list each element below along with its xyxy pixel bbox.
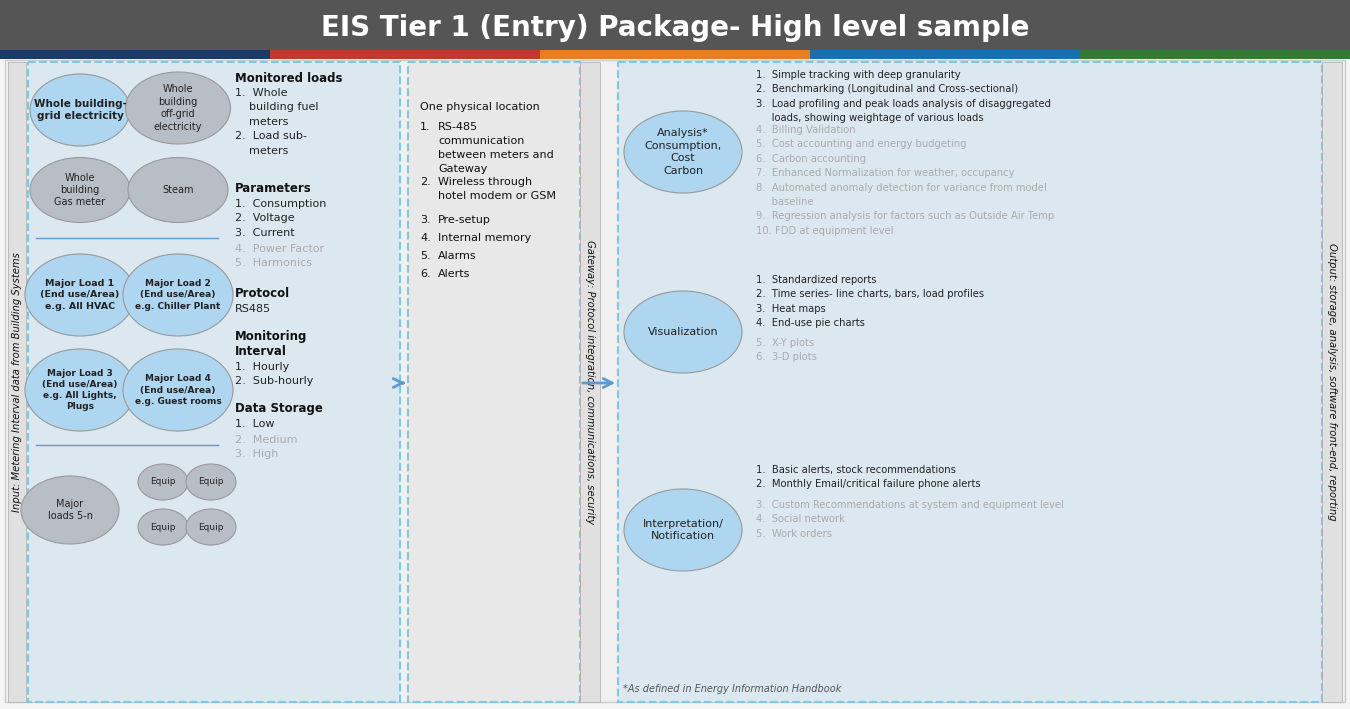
- Text: 1.  Hourly
2.  Sub-hourly: 1. Hourly 2. Sub-hourly: [235, 362, 313, 386]
- Text: 6.: 6.: [420, 269, 431, 279]
- Text: Equip: Equip: [150, 477, 176, 486]
- Text: Monitoring
Interval: Monitoring Interval: [235, 330, 308, 358]
- Ellipse shape: [624, 291, 743, 373]
- FancyBboxPatch shape: [618, 62, 1322, 702]
- Text: 2.  Medium
3.  High: 2. Medium 3. High: [235, 435, 297, 459]
- Ellipse shape: [26, 254, 135, 336]
- Text: 1.  Low: 1. Low: [235, 419, 274, 429]
- Bar: [1322, 62, 1342, 702]
- Text: Equip: Equip: [198, 477, 224, 486]
- Text: Internal memory: Internal memory: [437, 233, 532, 243]
- Ellipse shape: [26, 349, 135, 431]
- Text: 1.: 1.: [420, 122, 431, 132]
- Text: 1.  Simple tracking with deep granularity
2.  Benchmarking (Longitudinal and Cro: 1. Simple tracking with deep granularity…: [756, 70, 1052, 123]
- Text: EIS Tier 1 (Entry) Package- High level sample: EIS Tier 1 (Entry) Package- High level s…: [321, 14, 1029, 42]
- Text: RS485: RS485: [235, 304, 271, 314]
- Text: 4.  Billing Validation
5.  Cost accounting and energy budgeting
6.  Carbon accou: 4. Billing Validation 5. Cost accounting…: [756, 125, 1054, 236]
- Text: 5.: 5.: [420, 251, 431, 261]
- Ellipse shape: [30, 74, 130, 146]
- Text: Major Load 4
(End use/Area)
e.g. Guest rooms: Major Load 4 (End use/Area) e.g. Guest r…: [135, 374, 221, 406]
- Text: 1.  Whole
    building fuel
    meters
2.  Load sub-
    meters: 1. Whole building fuel meters 2. Load su…: [235, 88, 319, 155]
- Text: Pre-setup: Pre-setup: [437, 215, 491, 225]
- Text: Major Load 2
(End use/Area)
e.g. Chiller Plant: Major Load 2 (End use/Area) e.g. Chiller…: [135, 279, 220, 311]
- Text: 3.: 3.: [420, 215, 431, 225]
- Bar: [8, 62, 26, 702]
- Ellipse shape: [138, 464, 188, 500]
- Ellipse shape: [624, 111, 743, 193]
- Text: Equip: Equip: [150, 523, 176, 532]
- FancyBboxPatch shape: [28, 62, 400, 702]
- Ellipse shape: [128, 157, 228, 223]
- Text: Data Storage: Data Storage: [235, 402, 323, 415]
- Text: *As defined in Energy Information Handbook: *As defined in Energy Information Handbo…: [622, 684, 841, 694]
- Ellipse shape: [22, 476, 119, 544]
- Bar: [580, 62, 599, 702]
- Text: Input: Metering Interval data from Building Systems: Input: Metering Interval data from Build…: [12, 252, 22, 512]
- Text: Alarms: Alarms: [437, 251, 477, 261]
- Text: 1.  Basic alerts, stock recommendations
2.  Monthly Email/critical failure phone: 1. Basic alerts, stock recommendations 2…: [756, 465, 980, 489]
- Bar: [270, 50, 540, 59]
- Text: RS-485
communication
between meters and
Gateway: RS-485 communication between meters and …: [437, 122, 554, 174]
- Text: 3.  Custom Recommendations at system and equipment level
4.  Social network
5.  : 3. Custom Recommendations at system and …: [756, 500, 1064, 539]
- Text: One physical location: One physical location: [420, 102, 540, 112]
- FancyBboxPatch shape: [408, 62, 580, 702]
- Bar: [0, 50, 270, 59]
- Text: Whole
building
Gas meter: Whole building Gas meter: [54, 172, 105, 208]
- Text: Wireless through
hotel modem or GSM: Wireless through hotel modem or GSM: [437, 177, 556, 201]
- Ellipse shape: [624, 489, 743, 571]
- Bar: [540, 50, 810, 59]
- Text: Protocol: Protocol: [235, 287, 290, 300]
- Ellipse shape: [186, 464, 236, 500]
- Text: 4.  Power Factor
5.  Harmonics: 4. Power Factor 5. Harmonics: [235, 244, 324, 269]
- Text: Alerts: Alerts: [437, 269, 470, 279]
- Bar: [0, 0, 1350, 50]
- Bar: [1080, 50, 1350, 59]
- Text: Whole building-
grid electricity: Whole building- grid electricity: [34, 99, 127, 121]
- Text: Parameters: Parameters: [235, 182, 312, 195]
- Text: Whole
building
off-grid
electricity: Whole building off-grid electricity: [154, 84, 202, 132]
- Text: 4.: 4.: [420, 233, 431, 243]
- Text: Visualization: Visualization: [648, 327, 718, 337]
- Ellipse shape: [126, 72, 231, 144]
- Text: Major
loads 5-n: Major loads 5-n: [47, 499, 93, 521]
- Ellipse shape: [123, 349, 234, 431]
- Ellipse shape: [138, 509, 188, 545]
- Text: Equip: Equip: [198, 523, 224, 532]
- Text: Output: storage, analysis, software front-end, reporting: Output: storage, analysis, software fron…: [1327, 243, 1336, 521]
- Ellipse shape: [186, 509, 236, 545]
- Text: Gateway: Protocol integration, communications, security: Gateway: Protocol integration, communica…: [585, 240, 595, 524]
- Text: Major Load 3
(End use/Area)
e.g. All Lights,
Plugs: Major Load 3 (End use/Area) e.g. All Lig…: [42, 369, 117, 411]
- Text: Interpretation/
Notification: Interpretation/ Notification: [643, 519, 724, 541]
- Ellipse shape: [30, 157, 130, 223]
- Text: 1.  Consumption
2.  Voltage
3.  Current: 1. Consumption 2. Voltage 3. Current: [235, 199, 327, 238]
- Text: 2.: 2.: [420, 177, 431, 187]
- Text: Major Load 1
(End use/Area)
e.g. All HVAC: Major Load 1 (End use/Area) e.g. All HVA…: [40, 279, 120, 311]
- Text: 1.  Standardized reports
2.  Time series- line charts, bars, load profiles
3.  H: 1. Standardized reports 2. Time series- …: [756, 275, 984, 328]
- Bar: [810, 50, 1080, 59]
- Text: Monitored loads: Monitored loads: [235, 72, 343, 85]
- Text: 5.  X-Y plots
6.  3-D plots: 5. X-Y plots 6. 3-D plots: [756, 338, 817, 362]
- Text: Steam: Steam: [162, 185, 194, 195]
- Ellipse shape: [123, 254, 234, 336]
- Text: Analysis*
Consumption,
Cost
Carbon: Analysis* Consumption, Cost Carbon: [644, 128, 722, 176]
